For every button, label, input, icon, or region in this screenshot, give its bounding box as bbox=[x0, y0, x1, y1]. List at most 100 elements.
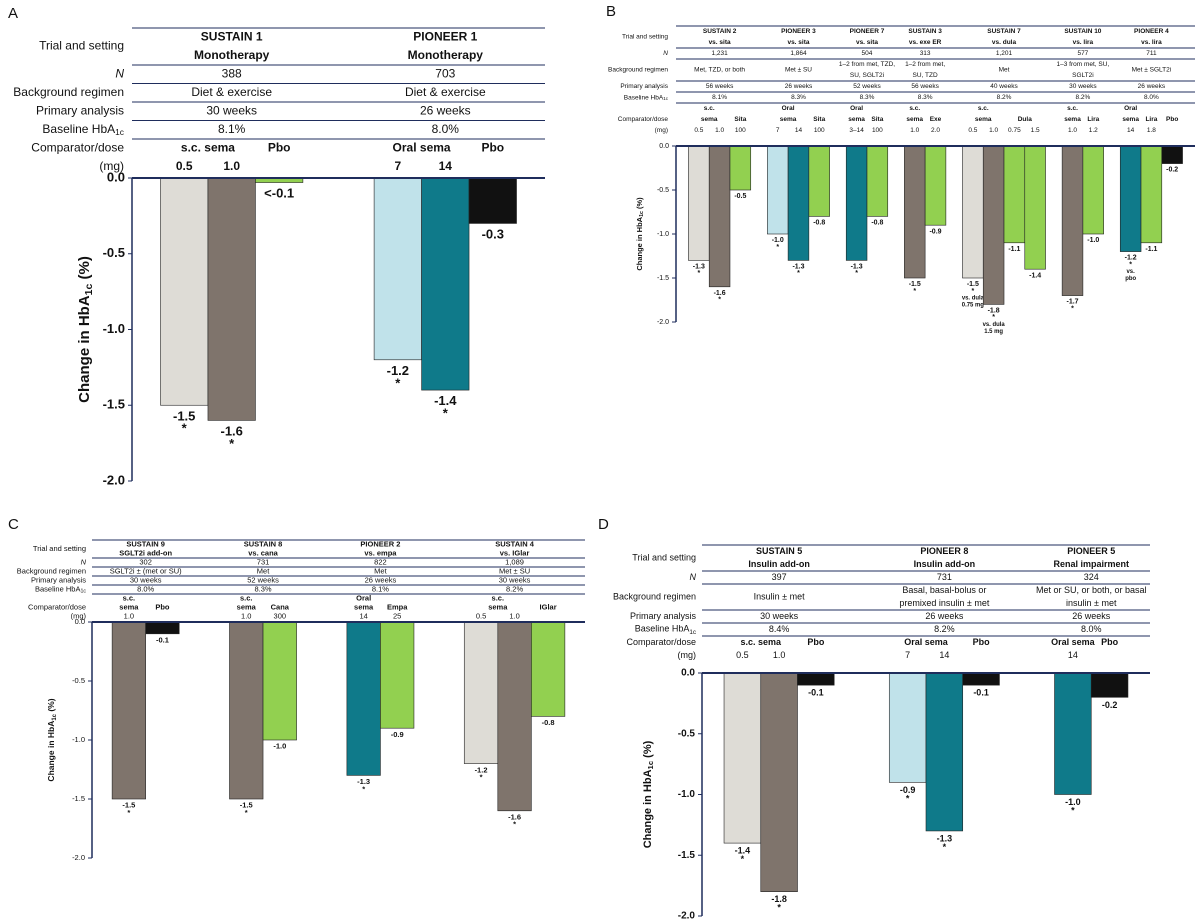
value-label: -1.5 bbox=[240, 801, 253, 810]
value-label: -1.0 bbox=[772, 237, 784, 244]
row-label: Primary analysis bbox=[620, 83, 668, 90]
table-cell: 8.1% bbox=[218, 122, 246, 136]
row-label-subscript: 1c bbox=[663, 96, 669, 101]
table-cell: SUSTAIN 5 bbox=[756, 546, 802, 556]
table-cell: 30 weeks bbox=[206, 103, 257, 117]
table-cell: sema bbox=[119, 602, 139, 611]
panel-label: D bbox=[598, 516, 609, 533]
table-cell: Met, TZD, or both bbox=[694, 67, 745, 74]
row-label: Primary analysis bbox=[36, 103, 124, 117]
table-cell: 30 weeks bbox=[1069, 83, 1097, 90]
row-label: Trial and setting bbox=[33, 544, 86, 553]
table-cell: Pbo bbox=[1166, 116, 1178, 123]
table-cell: Diet & exercise bbox=[405, 85, 486, 99]
table-cell: Oral bbox=[356, 593, 371, 602]
bar bbox=[729, 145, 752, 191]
significance-mark: * bbox=[229, 436, 235, 451]
value-label: -1.5 bbox=[173, 408, 195, 423]
table-cell: 1.2 bbox=[1089, 127, 1098, 134]
y-tick-label: -1.0 bbox=[103, 321, 125, 336]
value-label: -1.5 bbox=[122, 801, 135, 810]
table-cell: 100 bbox=[872, 127, 883, 134]
table-cell: vs. empa bbox=[364, 548, 397, 557]
table-cell: 1.0 bbox=[124, 611, 134, 620]
y-tick-label: -2.0 bbox=[72, 853, 85, 862]
significance-mark: * bbox=[395, 375, 401, 390]
significance-mark: * bbox=[718, 297, 721, 304]
significance-mark: * bbox=[992, 314, 995, 321]
bar bbox=[808, 145, 830, 217]
table-cell: Sita bbox=[813, 116, 825, 123]
bar bbox=[688, 145, 710, 261]
bar bbox=[160, 177, 209, 406]
value-label: -1.4 bbox=[735, 846, 751, 856]
y-axis-label: Change in HbA1c (%) bbox=[642, 740, 655, 848]
table-cell: sema bbox=[1064, 116, 1081, 123]
table-cell: SU, SGLT2i bbox=[850, 72, 884, 79]
significance-mark: * bbox=[362, 784, 365, 793]
table-cell: 100 bbox=[735, 127, 746, 134]
bar bbox=[962, 672, 1000, 686]
table-cell: Insulin add-on bbox=[748, 559, 810, 569]
table-cell: PIONEER 5 bbox=[1067, 546, 1115, 556]
row-label: N bbox=[663, 50, 668, 57]
row-label: Comparator/dose bbox=[626, 637, 696, 647]
table-cell: 8.1% bbox=[712, 94, 727, 101]
table-cell: Oral sema bbox=[393, 140, 451, 154]
table-cell: vs. sita bbox=[856, 39, 878, 46]
table-cell: Met ± SU bbox=[499, 566, 530, 575]
table-cell: 1.0 bbox=[223, 159, 240, 173]
significance-mark: * bbox=[906, 793, 910, 803]
value-label: -0.2 bbox=[1102, 700, 1118, 710]
table-cell: 313 bbox=[920, 50, 931, 57]
table-cell: 1–3 from met, SU, bbox=[1057, 61, 1110, 68]
table-cell: 8.0% bbox=[432, 122, 460, 136]
table-cell: Insulin ± met bbox=[754, 591, 805, 601]
y-tick-label: 0.0 bbox=[681, 668, 695, 679]
table-cell: SUSTAIN 8 bbox=[244, 539, 283, 548]
row-label: Trial and setting bbox=[39, 39, 124, 53]
value-label: -1.1 bbox=[1008, 246, 1020, 253]
value-label: -1.8 bbox=[771, 894, 787, 904]
table-cell: SU, TZD bbox=[913, 72, 938, 79]
bar bbox=[1024, 145, 1046, 270]
y-tick-label: -1.5 bbox=[103, 397, 125, 412]
y-tick-label: -0.5 bbox=[657, 187, 669, 194]
significance-mark: * bbox=[741, 854, 745, 864]
table-cell: 14 bbox=[439, 159, 453, 173]
table-cell: PIONEER 8 bbox=[920, 546, 968, 556]
table-cell: PIONEER 7 bbox=[850, 28, 885, 35]
y-tick-label: -1.5 bbox=[657, 275, 669, 282]
table-cell: 14 bbox=[359, 611, 367, 620]
table-cell: 1.5 bbox=[1031, 127, 1040, 134]
significance-mark: * bbox=[1071, 305, 1074, 312]
y-tick-label: -2.0 bbox=[657, 319, 669, 326]
row-label: Baseline HbA1c bbox=[635, 624, 696, 636]
bar-note: vs. bbox=[1127, 269, 1136, 275]
table-cell: vs. sita bbox=[709, 39, 731, 46]
table-cell: sema bbox=[848, 116, 865, 123]
row-label: (mg) bbox=[99, 159, 124, 173]
table-cell: 14 bbox=[795, 127, 803, 134]
table-cell: 822 bbox=[374, 557, 387, 566]
table-cell: 56 weeks bbox=[911, 83, 939, 90]
table-cell: 26 weeks bbox=[365, 575, 397, 584]
table-cell: sema bbox=[237, 602, 257, 611]
table-cell: 14 bbox=[1127, 127, 1135, 134]
table-cell: 8.2% bbox=[1075, 94, 1090, 101]
table-cell: 26 weeks bbox=[785, 83, 813, 90]
table-cell: 7 bbox=[905, 650, 910, 660]
table-cell: vs. IGlar bbox=[500, 548, 530, 557]
value-label: -1.7 bbox=[1066, 299, 1078, 306]
table-cell: Met ± SU bbox=[785, 67, 812, 74]
row-label: (mg) bbox=[71, 611, 87, 620]
value-label: -1.6 bbox=[508, 813, 521, 822]
table-cell: 52 weeks bbox=[247, 575, 279, 584]
table-cell: 1,231 bbox=[711, 50, 728, 57]
table-cell: 14 bbox=[1068, 650, 1078, 660]
significance-mark: * bbox=[972, 288, 975, 295]
table-cell: SUSTAIN 10 bbox=[1064, 28, 1101, 35]
row-label: N bbox=[690, 572, 697, 582]
y-axis-label-subscript: 1c bbox=[52, 713, 58, 720]
table-cell: 26 weeks bbox=[1072, 611, 1111, 621]
